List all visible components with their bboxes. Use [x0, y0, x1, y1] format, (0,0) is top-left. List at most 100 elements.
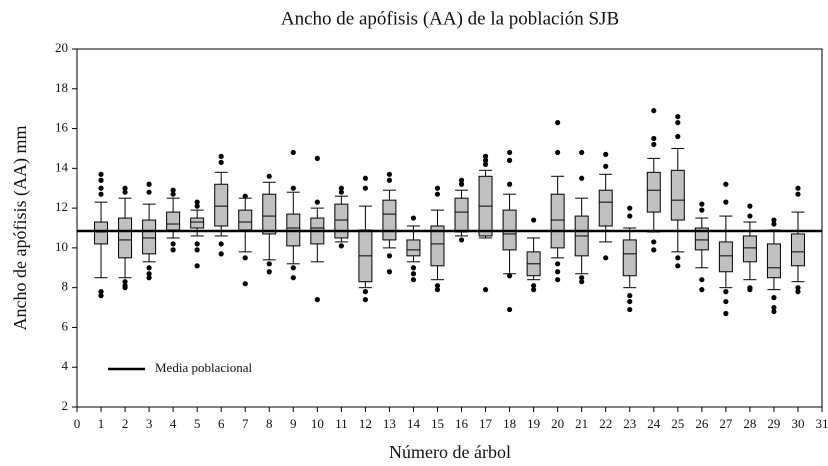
outlier — [146, 181, 152, 187]
x-tick-label: 22 — [599, 416, 612, 431]
box — [142, 219, 157, 255]
outlier — [675, 114, 681, 120]
outlier — [434, 287, 441, 293]
outlier — [747, 203, 753, 209]
box — [430, 225, 445, 267]
x-tick-label: 1 — [98, 416, 105, 431]
outlier — [482, 161, 489, 167]
outlier — [314, 155, 320, 161]
outlier — [771, 308, 777, 315]
outlier — [795, 185, 801, 191]
x-axis-label: Número de árbol — [389, 442, 511, 462]
box — [166, 211, 181, 231]
y-tick-label: 2 — [62, 398, 69, 413]
outlier — [627, 306, 633, 313]
outlier — [506, 149, 513, 156]
outlier — [699, 207, 705, 213]
outlier — [218, 153, 224, 159]
outlier — [122, 279, 128, 285]
y-tick-label: 14 — [55, 159, 69, 174]
outlier — [170, 247, 176, 253]
outlier — [386, 177, 393, 183]
outlier — [98, 185, 104, 191]
outlier — [146, 265, 152, 271]
outlier — [314, 199, 320, 205]
outlier — [242, 281, 248, 287]
x-tick-label: 24 — [647, 416, 661, 431]
outlier — [482, 153, 489, 159]
outlier — [194, 241, 200, 247]
x-tick-label: 9 — [290, 416, 297, 431]
outlier — [603, 151, 609, 158]
outlier — [386, 253, 393, 259]
box — [190, 217, 205, 229]
outlier — [627, 205, 633, 211]
outlier — [579, 149, 585, 156]
outlier — [675, 119, 681, 126]
y-tick-label: 18 — [55, 80, 68, 95]
outlier — [651, 239, 657, 245]
outlier — [122, 189, 128, 195]
outlier — [410, 277, 417, 283]
outlier — [290, 149, 296, 156]
outlier — [338, 243, 344, 249]
outlier — [699, 201, 705, 207]
outlier — [555, 149, 561, 156]
y-tick-label: 8 — [62, 279, 69, 294]
outlier — [170, 187, 176, 193]
x-tick-label: 2 — [122, 416, 129, 431]
box — [406, 239, 421, 257]
outlier — [771, 304, 777, 311]
outlier — [482, 287, 489, 293]
x-tick-label: 18 — [503, 416, 516, 431]
outlier — [98, 293, 104, 299]
outlier — [506, 306, 513, 313]
outlier — [531, 283, 537, 289]
outlier — [434, 191, 441, 197]
outlier — [555, 269, 561, 275]
outlier — [266, 269, 272, 275]
x-tick-label: 30 — [791, 416, 804, 431]
y-tick-label: 6 — [62, 318, 69, 333]
x-tick-label: 23 — [623, 416, 636, 431]
box — [454, 197, 469, 233]
outlier — [531, 287, 537, 293]
outlier — [98, 171, 104, 177]
outlier — [579, 279, 585, 285]
box — [238, 209, 253, 231]
outlier — [266, 261, 272, 267]
outlier — [482, 157, 489, 163]
x-tick-label: 12 — [359, 416, 372, 431]
outlier — [314, 297, 320, 303]
x-tick-label: 8 — [266, 416, 273, 431]
outlier — [98, 289, 104, 295]
outlier — [723, 181, 729, 187]
outlier — [386, 171, 393, 177]
box — [694, 227, 709, 251]
outlier — [242, 193, 248, 199]
outlier — [170, 191, 176, 197]
x-tick-label: 5 — [194, 416, 201, 431]
box — [334, 203, 349, 239]
outlier — [795, 289, 801, 295]
outlier — [386, 269, 393, 275]
x-tick-label: 6 — [218, 416, 225, 431]
plot-frame — [76, 48, 823, 408]
box — [118, 217, 133, 259]
x-tick-label: 10 — [311, 416, 324, 431]
box — [790, 233, 805, 267]
outlier — [747, 287, 753, 293]
x-tick-label: 11 — [335, 416, 348, 431]
box — [742, 235, 757, 263]
x-tick-label: 3 — [146, 416, 153, 431]
legend-label: Media poblacional — [155, 360, 252, 375]
x-tick-label: 13 — [383, 416, 396, 431]
outlier — [458, 237, 465, 243]
outlier — [747, 213, 753, 219]
outlier — [170, 241, 176, 247]
box — [214, 183, 229, 227]
x-tick-label: 4 — [170, 416, 177, 431]
x-tick-label: 21 — [575, 416, 588, 431]
chart-title: Ancho de apófisis (AA) de la población S… — [281, 8, 619, 29]
outlier — [218, 251, 224, 257]
